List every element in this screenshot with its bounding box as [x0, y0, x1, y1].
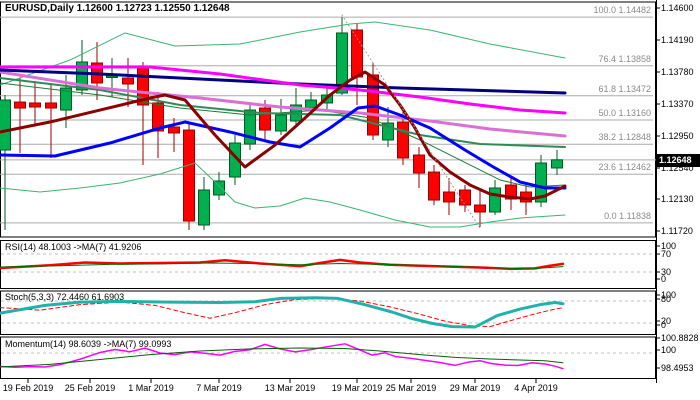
candle-body: [443, 191, 455, 203]
date-label: 19 Mar 2019: [331, 383, 383, 393]
candle-body: [413, 154, 425, 174]
stoch-scale-label: 80: [661, 294, 672, 304]
bollinger-lower: [0, 162, 566, 228]
momentum-ma-line: [0, 347, 564, 368]
fib-label: 38.2 1.12848: [598, 132, 651, 143]
candle-body: [244, 109, 256, 145]
price-axis-label: 1.14600: [661, 3, 694, 13]
trendline-dotted: [341, 14, 481, 229]
price-axis-label: 1.12540: [661, 163, 694, 173]
candle-body: [275, 114, 287, 132]
candle-body: [305, 99, 317, 109]
momentum-scale-label: 100.8828: [661, 333, 699, 343]
ma-violet: [0, 70, 567, 138]
price-axis-label: 1.13780: [661, 67, 694, 77]
candle-body: [351, 29, 363, 78]
rsi-scale-label: 70: [661, 249, 672, 259]
candle-body: [428, 171, 440, 201]
bollinger-upper: [0, 21, 566, 86]
price-axis-label: 1.11720: [661, 226, 693, 236]
momentum-line: [0, 343, 564, 370]
candle-body: [213, 180, 225, 196]
momentum-scale-label: 98.4953: [661, 363, 694, 373]
candle-body: [122, 77, 134, 85]
rsi-scale-label: 30: [661, 267, 672, 277]
momentum-title: Momentum(14) 98.6039 ->MA(7) 99.0993: [5, 339, 172, 349]
rsi-scale-label: 0: [661, 274, 667, 284]
fib-label: 23.6 1.12462: [598, 162, 651, 173]
ma-maroon: [0, 70, 567, 201]
candle-body: [505, 184, 517, 200]
price-axis-label: 1.12130: [661, 194, 694, 204]
rsi-scale-label: 100: [661, 241, 677, 251]
date-label: 29 Mar 2019: [449, 383, 501, 393]
ma-green: [0, 77, 566, 148]
date-label: 25 Mar 2019: [385, 383, 437, 393]
fib-label: 61.8 1.13472: [598, 83, 651, 94]
candle-body: [382, 122, 394, 141]
candle-body: [152, 102, 164, 132]
candle-body: [183, 129, 195, 222]
price-axis-label: 1.13370: [661, 99, 694, 109]
momentum-panel-frame: [0, 336, 656, 379]
candle-body: [60, 87, 72, 111]
candle-body: [474, 204, 486, 213]
candle-body: [0, 99, 11, 151]
candle-body: [198, 189, 210, 226]
fib-label: 0.0 1.11838: [604, 210, 651, 221]
stoch-scale-label: 100: [661, 290, 677, 300]
candle-body: [535, 162, 547, 203]
candle-body: [551, 159, 563, 169]
candle-body: [168, 126, 180, 134]
stoch-main-line: [0, 296, 565, 329]
price-axis-label: 1.14190: [661, 35, 694, 45]
candle-body: [29, 102, 41, 108]
ma-magenta: [0, 65, 567, 115]
candle-body: [489, 187, 501, 213]
date-label: 4 Apr 2019: [514, 383, 558, 393]
ma-green-thin: [0, 82, 566, 188]
candle-body: [76, 61, 88, 91]
price-axis-label: 1.12950: [661, 131, 694, 141]
rsi-ma-line: [0, 262, 564, 270]
fib-label: 100.0 1.14482: [593, 5, 651, 16]
chart-title: EURUSD,Daily 1.12600 1.12723 1.12550 1.1…: [5, 3, 230, 14]
candle-body: [336, 32, 348, 94]
candle-body: [14, 101, 26, 109]
rsi-title: RSI(14) 48.1003 ->MA(7) 41.9206: [5, 242, 142, 252]
ma-blue: [0, 104, 567, 190]
current-price-tag: 1.12648: [657, 154, 700, 167]
date-label: 19 Feb 2019: [2, 383, 54, 393]
stoch-title: Stoch(5,3,3) 72.4460 61.6903: [5, 292, 125, 302]
date-label: 1 Mar 2019: [128, 383, 174, 393]
fib-label: 76.4 1.13858: [598, 53, 651, 64]
stoch-scale-label: 20: [661, 316, 672, 326]
rsi-line: [0, 258, 565, 271]
date-label: 13 Mar 2019: [264, 383, 316, 393]
stoch-signal-line: [0, 297, 564, 328]
candle-body: [259, 107, 271, 131]
candle-body: [459, 189, 471, 206]
candle-body: [397, 121, 409, 159]
date-label: 25 Feb 2019: [64, 383, 116, 393]
stoch-scale-label: 0: [661, 320, 667, 330]
fib-label: 50.0 1.13160: [598, 108, 651, 118]
momentum-scale-label: 100: [661, 345, 677, 355]
date-label: 7 Mar 2019: [196, 383, 242, 393]
candle-body: [45, 102, 57, 109]
